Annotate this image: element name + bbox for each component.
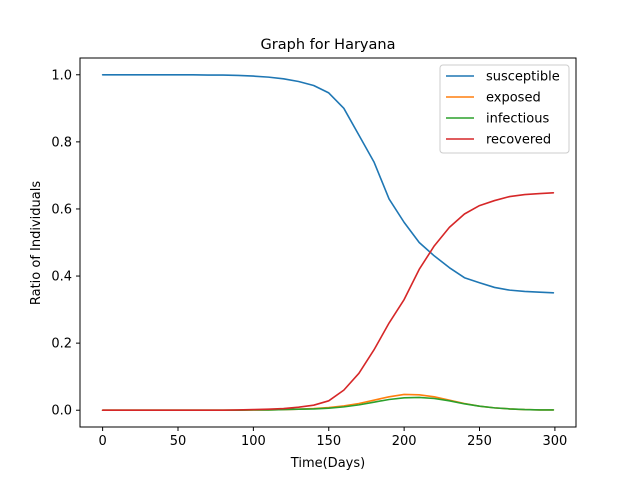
- legend-items: susceptible exposed infectious recovered: [446, 70, 560, 148]
- y-tick-label: 0.8: [51, 135, 72, 150]
- legend-label-recovered: recovered: [486, 133, 551, 148]
- legend-label-exposed: exposed: [486, 91, 541, 106]
- x-tick-label: 250: [467, 434, 492, 449]
- series-line-susceptible: [101, 73, 555, 294]
- series-layer: [101, 73, 555, 412]
- x-axis-label: Time(Days): [290, 456, 365, 471]
- x-tick-label: 300: [542, 434, 567, 449]
- legend: susceptible exposed infectious recovered: [439, 64, 570, 154]
- tick-layer: 0 50 100 150 200 250 300 0.0 0.2 0.4 0.6 0.8 1.0: [51, 68, 567, 449]
- y-tick-label: 0.0: [51, 404, 72, 419]
- y-tick-label: 0.4: [51, 270, 72, 285]
- x-tick-label: 200: [392, 434, 417, 449]
- y-axis-label: Ratio of Individuals: [29, 181, 44, 305]
- series-line-recovered: [101, 192, 555, 412]
- x-tick-label: 150: [316, 434, 341, 449]
- y-tick-label: 0.2: [51, 337, 72, 352]
- chart-title: Graph for Haryana: [261, 37, 396, 53]
- plot-frame: [79, 57, 577, 428]
- legend-label-susceptible: susceptible: [486, 70, 560, 85]
- legend-box: [439, 64, 570, 154]
- x-tick-label: 100: [241, 434, 266, 449]
- y-tick-label: 1.0: [51, 68, 72, 83]
- y-tick-label: 0.6: [51, 202, 72, 217]
- x-tick-label: 0: [98, 434, 106, 449]
- x-tick-label: 50: [170, 434, 187, 449]
- legend-label-infectious: infectious: [486, 112, 549, 127]
